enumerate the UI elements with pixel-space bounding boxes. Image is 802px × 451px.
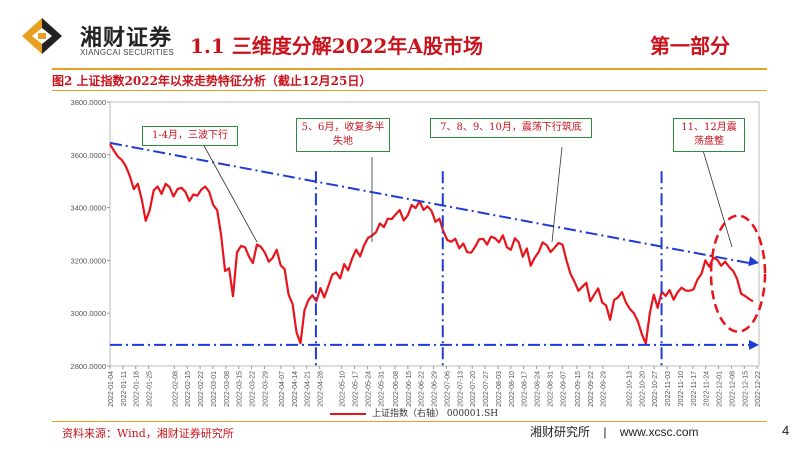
series-line-shanghai-index	[109, 143, 754, 345]
x-tick-label: 2022-04-07	[279, 371, 286, 407]
x-tick-label: 2022-08-03	[496, 371, 503, 407]
x-tick-label: 2022-08-10	[509, 371, 516, 407]
line-chart: 2800.0000 3000.0000 3200.0000 3400.0000 3600…	[71, 98, 767, 407]
annotation-phase-4: 11、12月震荡盘整	[673, 118, 745, 152]
x-tick-label: 2022-05-24	[365, 371, 372, 407]
figure-divider	[52, 90, 767, 91]
x-tick-label: 2022-07-13	[457, 371, 464, 407]
x-tick-label: 2022-03-08	[224, 371, 231, 407]
footer-org: 湘财研究所 | www.xcsc.com	[530, 423, 699, 440]
figure-title: 图2 上证指数2022年以来走势特征分析（截止12月25日）	[52, 74, 372, 88]
x-tick-label: 2022-04-21	[305, 371, 312, 407]
x-tick-label: 2022-08-24	[535, 371, 542, 407]
x-tick-label: 2022-02-22	[198, 371, 205, 407]
x-tick-label: 2022-11-24	[704, 371, 711, 406]
trend-arrowhead	[749, 339, 759, 350]
x-tick-label: 2022-09-22	[588, 371, 595, 407]
chart-legend: 上证指数（右轴） 000001.SH	[330, 406, 498, 419]
data-source: 资料来源：Wind，湘财证券研究所	[62, 427, 234, 440]
x-tick-label: 2022-11-03	[665, 371, 672, 406]
legend-swatch	[330, 412, 366, 415]
x-tick-label: 2022-05-17	[353, 371, 360, 407]
annotation-pointer	[201, 141, 258, 243]
x-tick-label: 2022-04-28	[318, 371, 325, 407]
x-tick-label: 2022-01-11	[121, 371, 128, 406]
x-tick-label: 2022-03-15	[237, 371, 244, 407]
y-tick-label: 3000.0000	[71, 309, 106, 318]
report-header: 湘财证券 XIANGCAI SECURITIES 1.1 三维度分解2022年A…	[0, 0, 802, 68]
y-tick-label: 3600.0000	[71, 151, 106, 160]
x-tick-label: 2022-03-29	[262, 371, 269, 407]
plot-frame	[109, 101, 760, 367]
x-tick-label: 2022-01-04	[108, 371, 115, 407]
x-tick-label: 2022-06-15	[406, 371, 413, 407]
footer-org-name: 湘财研究所	[530, 425, 591, 439]
x-tick-label: 2022-08-31	[547, 371, 554, 407]
x-tick-label: 2022-01-25	[147, 371, 154, 407]
x-tick-label: 2022-12-08	[729, 371, 736, 407]
x-tick-label: 2022-07-20	[470, 371, 477, 407]
annotation-phase-1: 1-4月，三波下行	[142, 126, 238, 146]
x-tick-label: 2022-02-15	[185, 371, 192, 407]
annotation-phase-3: 7、8、9、10月，震荡下行筑底	[430, 118, 592, 138]
highlight-ellipse	[709, 214, 767, 333]
x-tick-label: 2022-03-22	[250, 371, 257, 407]
footer-website: www.xcsc.com	[619, 425, 699, 439]
y-tick-label: 2800.0000	[71, 362, 106, 371]
page-number: 4	[782, 423, 790, 438]
logo-company-name-en: XIANGCAI SECURITIES	[80, 48, 175, 57]
x-tick-label: 2022-10-20	[639, 371, 646, 407]
footer-separator: |	[603, 425, 607, 439]
section-title: 1.1 三维度分解2022年A股市场	[190, 34, 483, 58]
x-tick-label: 2022-06-22	[419, 371, 426, 407]
trend-arrowhead	[748, 256, 759, 267]
x-tick-label: 2022-07-27	[483, 371, 490, 407]
x-tick-label: 2022-08-17	[522, 371, 529, 407]
x-tick-label: 2022-05-31	[378, 371, 385, 407]
trend-line	[109, 141, 750, 265]
footer-divider	[52, 421, 767, 422]
y-tick-label: 3200.0000	[71, 256, 106, 265]
x-tick-label: 2022-06-29	[432, 371, 439, 407]
x-tick-label: 2022-05-10	[340, 371, 347, 407]
annotation-pointer	[551, 146, 563, 243]
x-tick-label: 2022-11-17	[691, 371, 698, 406]
x-tick-label: 2022-09-29	[601, 371, 608, 407]
xiangcai-logo-icon	[22, 18, 62, 54]
annotation-pointer	[701, 146, 733, 248]
x-tick-label: 2022-09-15	[575, 371, 582, 407]
x-tick-label: 2022-12-15	[742, 371, 749, 407]
header-divider	[52, 68, 767, 70]
x-tick-label: 2022-04-14	[292, 371, 299, 407]
x-tick-label: 2022-06-08	[393, 371, 400, 407]
x-tick-label: 2022-02-08	[172, 371, 179, 407]
x-tick-label: 2022-09-07	[560, 371, 567, 407]
annotation-phase-2: 5、6月，收复多半失地	[296, 118, 390, 152]
x-tick-label: 2022-03-01	[211, 371, 218, 407]
y-tick-label: 3400.0000	[71, 204, 106, 213]
x-tick-label: 2022-12-01	[717, 371, 724, 407]
x-tick-label: 2022-10-13	[626, 371, 633, 407]
x-tick-label: 2022-12-22	[755, 371, 762, 407]
part-label: 第一部分	[650, 34, 730, 58]
legend-label: 上证指数（右轴） 000001.SH	[372, 409, 499, 419]
x-tick-label: 2022-11-10	[678, 371, 685, 406]
x-tick-label: 2022-10-27	[652, 371, 659, 407]
logo-company-name: 湘财证券	[80, 26, 173, 51]
x-tick-label: 2022-01-18	[134, 371, 141, 407]
y-tick-label: 3800.0000	[71, 98, 106, 107]
x-tick-label: 2022-07-06	[444, 371, 451, 407]
